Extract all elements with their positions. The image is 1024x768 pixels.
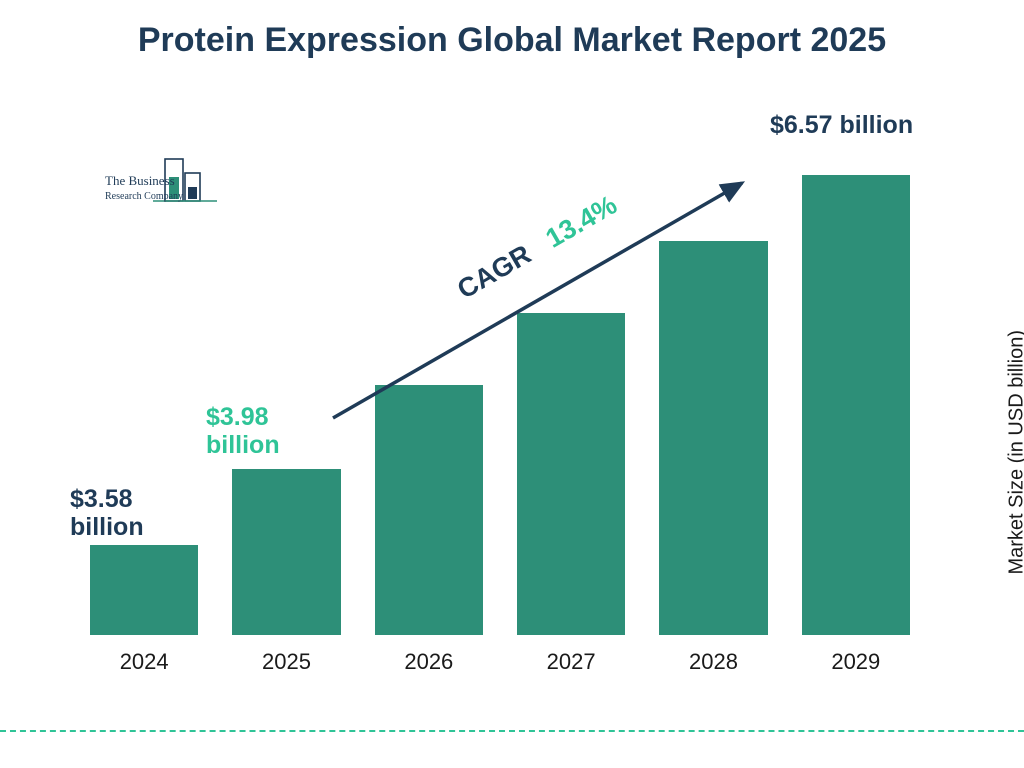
bar-wrap: [659, 241, 767, 635]
value-label: $3.58 billion: [70, 486, 190, 541]
chart-title: Protein Expression Global Market Report …: [0, 20, 1024, 61]
bottom-dashed-line: [0, 730, 1024, 732]
y-axis-label: Market Size (in USD billion): [1006, 330, 1024, 575]
bar-wrap: [517, 313, 625, 635]
x-axis-label: 2028: [659, 649, 767, 675]
x-axis-label: 2027: [517, 649, 625, 675]
x-axis-label: 2025: [232, 649, 340, 675]
bar: [802, 175, 910, 635]
value-label: $3.98 billion: [206, 404, 326, 459]
bar: [90, 545, 198, 635]
x-axis-label: 2024: [90, 649, 198, 675]
bar-wrap: [90, 545, 198, 635]
x-axis-label: 2029: [802, 649, 910, 675]
value-label: $6.57 billion: [770, 112, 913, 140]
bar-wrap: [375, 385, 483, 635]
bar: [232, 469, 340, 635]
bar: [517, 313, 625, 635]
x-axis-label: 2026: [375, 649, 483, 675]
bar-wrap: [802, 175, 910, 635]
bar: [659, 241, 767, 635]
bar-wrap: [232, 469, 340, 635]
bar: [375, 385, 483, 635]
